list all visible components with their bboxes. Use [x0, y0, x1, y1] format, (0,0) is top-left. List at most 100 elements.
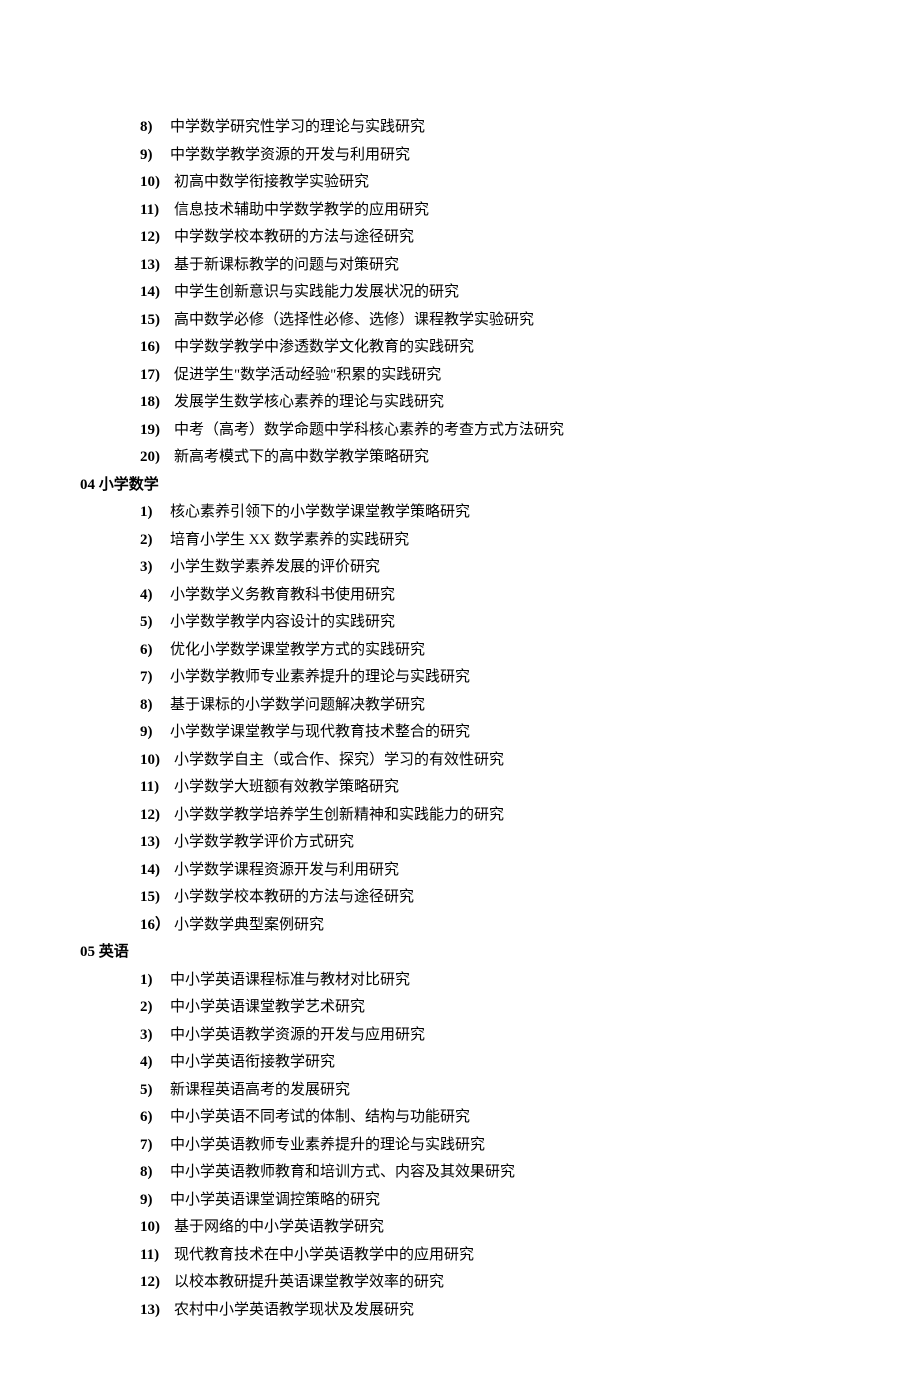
- item-text: 核心素养引领下的小学数学课堂教学策略研究: [170, 500, 840, 526]
- item-text: 基于新课标教学的问题与对策研究: [174, 253, 840, 279]
- item-marker: 14): [140, 858, 174, 884]
- section-heading: 04 小学数学: [80, 473, 840, 499]
- item-marker: 4): [140, 583, 170, 609]
- list-item: 14)小学数学课程资源开发与利用研究: [140, 858, 840, 884]
- list-item: 10)基于网络的中小学英语教学研究: [140, 1215, 840, 1241]
- item-marker: 1): [140, 968, 170, 994]
- item-text: 中学数学校本教研的方法与途径研究: [174, 225, 840, 251]
- item-text: 培育小学生 XX 数学素养的实践研究: [170, 528, 840, 554]
- list-item: 8)中小学英语教师教育和培训方式、内容及其效果研究: [140, 1160, 840, 1186]
- list-item: 6)优化小学数学课堂教学方式的实践研究: [140, 638, 840, 664]
- item-text: 优化小学数学课堂教学方式的实践研究: [170, 638, 840, 664]
- item-marker: 6): [140, 1105, 170, 1131]
- item-text: 发展学生数学核心素养的理论与实践研究: [174, 390, 840, 416]
- item-marker: 13): [140, 253, 174, 279]
- item-text: 中学生创新意识与实践能力发展状况的研究: [174, 280, 840, 306]
- list-item: 19)中考（高考）数学命题中学科核心素养的考查方式方法研究: [140, 418, 840, 444]
- item-marker: 15): [140, 885, 174, 911]
- item-marker: 6): [140, 638, 170, 664]
- item-text: 中小学英语教师教育和培训方式、内容及其效果研究: [170, 1160, 840, 1186]
- item-marker: 10): [140, 1215, 174, 1241]
- item-marker: 12): [140, 803, 174, 829]
- list-item: 6)中小学英语不同考试的体制、结构与功能研究: [140, 1105, 840, 1131]
- item-list: 1)核心素养引领下的小学数学课堂教学策略研究2)培育小学生 XX 数学素养的实践…: [80, 500, 840, 938]
- item-marker: 2): [140, 528, 170, 554]
- list-item: 1)中小学英语课程标准与教材对比研究: [140, 968, 840, 994]
- item-text: 中小学英语教师专业素养提升的理论与实践研究: [170, 1133, 840, 1159]
- item-marker: 5): [140, 1078, 170, 1104]
- list-item: 11)信息技术辅助中学数学教学的应用研究: [140, 198, 840, 224]
- list-item: 9)中学数学教学资源的开发与利用研究: [140, 143, 840, 169]
- item-text: 小学数学典型案例研究: [174, 913, 840, 939]
- item-text: 中小学英语课堂调控策略的研究: [170, 1188, 840, 1214]
- item-marker: 19): [140, 418, 174, 444]
- list-item: 11)现代教育技术在中小学英语教学中的应用研究: [140, 1243, 840, 1269]
- item-text: 小学数学教学评价方式研究: [174, 830, 840, 856]
- item-marker: 9): [140, 720, 170, 746]
- list-item: 14)中学生创新意识与实践能力发展状况的研究: [140, 280, 840, 306]
- item-marker: 5): [140, 610, 170, 636]
- item-text: 以校本教研提升英语课堂教学效率的研究: [174, 1270, 840, 1296]
- list-item: 2)中小学英语课堂教学艺术研究: [140, 995, 840, 1021]
- item-text: 新课程英语高考的发展研究: [170, 1078, 840, 1104]
- item-marker: 16）: [140, 913, 174, 939]
- list-item: 13)农村中小学英语教学现状及发展研究: [140, 1298, 840, 1324]
- list-item: 10)初高中数学衔接教学实验研究: [140, 170, 840, 196]
- item-marker: 13): [140, 830, 174, 856]
- item-marker: 8): [140, 693, 170, 719]
- item-marker: 14): [140, 280, 174, 306]
- item-text: 小学数学教师专业素养提升的理论与实践研究: [170, 665, 840, 691]
- item-marker: 9): [140, 1188, 170, 1214]
- item-text: 小学数学校本教研的方法与途径研究: [174, 885, 840, 911]
- item-text: 小学数学课程资源开发与利用研究: [174, 858, 840, 884]
- list-item: 20)新高考模式下的高中数学教学策略研究: [140, 445, 840, 471]
- item-marker: 8): [140, 115, 170, 141]
- item-marker: 18): [140, 390, 174, 416]
- item-marker: 13): [140, 1298, 174, 1324]
- list-item: 9)中小学英语课堂调控策略的研究: [140, 1188, 840, 1214]
- list-item: 16）小学数学典型案例研究: [140, 913, 840, 939]
- item-text: 小学生数学素养发展的评价研究: [170, 555, 840, 581]
- item-text: 促进学生"数学活动经验"积累的实践研究: [174, 363, 840, 389]
- item-text: 中小学英语教学资源的开发与应用研究: [170, 1023, 840, 1049]
- list-item: 7)中小学英语教师专业素养提升的理论与实践研究: [140, 1133, 840, 1159]
- list-item: 18)发展学生数学核心素养的理论与实践研究: [140, 390, 840, 416]
- item-text: 农村中小学英语教学现状及发展研究: [174, 1298, 840, 1324]
- list-item: 12)中学数学校本教研的方法与途径研究: [140, 225, 840, 251]
- list-item: 3)中小学英语教学资源的开发与应用研究: [140, 1023, 840, 1049]
- item-text: 中小学英语课程标准与教材对比研究: [170, 968, 840, 994]
- item-text: 中小学英语衔接教学研究: [170, 1050, 840, 1076]
- list-item: 17)促进学生"数学活动经验"积累的实践研究: [140, 363, 840, 389]
- item-marker: 3): [140, 1023, 170, 1049]
- list-item: 4)小学数学义务教育教科书使用研究: [140, 583, 840, 609]
- item-marker: 20): [140, 445, 174, 471]
- item-marker: 8): [140, 1160, 170, 1186]
- item-text: 中学数学教学资源的开发与利用研究: [170, 143, 840, 169]
- item-text: 中小学英语不同考试的体制、结构与功能研究: [170, 1105, 840, 1131]
- item-marker: 7): [140, 1133, 170, 1159]
- list-item: 7)小学数学教师专业素养提升的理论与实践研究: [140, 665, 840, 691]
- item-text: 基于网络的中小学英语教学研究: [174, 1215, 840, 1241]
- list-item: 5)小学数学教学内容设计的实践研究: [140, 610, 840, 636]
- item-marker: 11): [140, 775, 174, 801]
- list-item: 4)中小学英语衔接教学研究: [140, 1050, 840, 1076]
- item-marker: 1): [140, 500, 170, 526]
- list-item: 12)以校本教研提升英语课堂教学效率的研究: [140, 1270, 840, 1296]
- list-item: 15)小学数学校本教研的方法与途径研究: [140, 885, 840, 911]
- list-item: 8)中学数学研究性学习的理论与实践研究: [140, 115, 840, 141]
- item-text: 中小学英语课堂教学艺术研究: [170, 995, 840, 1021]
- item-text: 小学数学自主（或合作、探究）学习的有效性研究: [174, 748, 840, 774]
- item-text: 基于课标的小学数学问题解决教学研究: [170, 693, 840, 719]
- list-item: 9)小学数学课堂教学与现代教育技术整合的研究: [140, 720, 840, 746]
- list-item: 12)小学数学教学培养学生创新精神和实践能力的研究: [140, 803, 840, 829]
- item-marker: 4): [140, 1050, 170, 1076]
- item-text: 小学数学教学培养学生创新精神和实践能力的研究: [174, 803, 840, 829]
- list-item: 11)小学数学大班额有效教学策略研究: [140, 775, 840, 801]
- item-text: 现代教育技术在中小学英语教学中的应用研究: [174, 1243, 840, 1269]
- list-item: 1)核心素养引领下的小学数学课堂教学策略研究: [140, 500, 840, 526]
- item-list: 1)中小学英语课程标准与教材对比研究2)中小学英语课堂教学艺术研究3)中小学英语…: [80, 968, 840, 1324]
- item-marker: 12): [140, 1270, 174, 1296]
- item-text: 中考（高考）数学命题中学科核心素养的考查方式方法研究: [174, 418, 840, 444]
- list-item: 13)小学数学教学评价方式研究: [140, 830, 840, 856]
- item-marker: 16): [140, 335, 174, 361]
